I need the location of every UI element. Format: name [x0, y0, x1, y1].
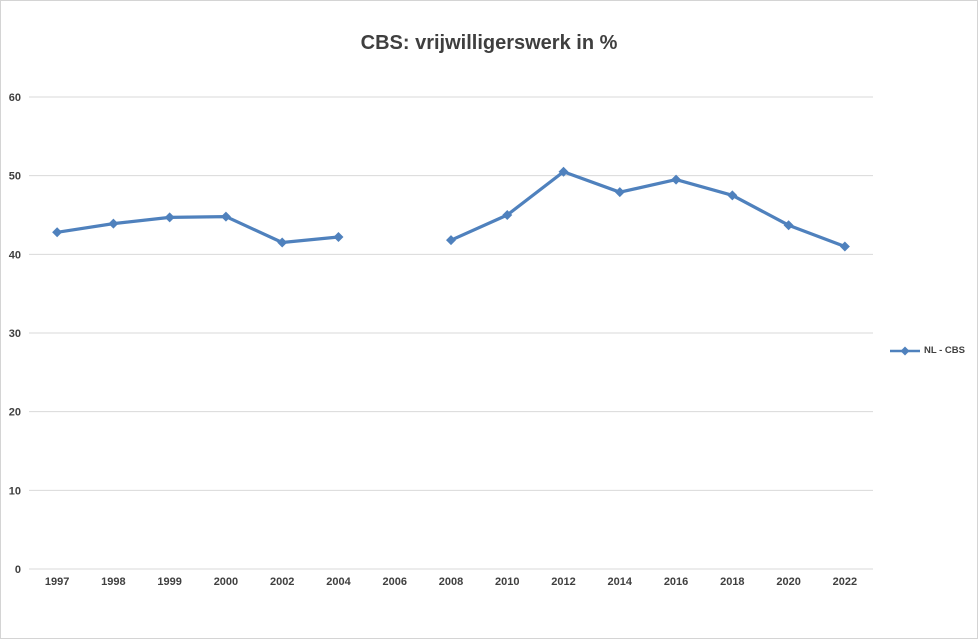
x-tick-label: 1999: [157, 576, 181, 588]
legend: NL - CBS: [890, 345, 965, 356]
x-tick-label: 2016: [664, 576, 688, 588]
x-tick-label: 2012: [551, 576, 575, 588]
x-tick-label: 2018: [720, 576, 744, 588]
data-point-marker: [502, 210, 513, 220]
x-tick-label: 1998: [101, 576, 125, 588]
chart-title: CBS: vrijwilligerswerk in %: [360, 32, 618, 54]
legend-label: NL - CBS: [924, 345, 965, 356]
x-tick-label: 1997: [45, 576, 69, 588]
data-point-marker: [220, 211, 231, 222]
x-tick-label: 2000: [214, 576, 238, 588]
data-point-marker: [839, 241, 850, 252]
data-point-marker: [783, 220, 794, 231]
series-line-segment: [55, 214, 341, 245]
data-point-marker: [727, 190, 738, 201]
y-tick-label: 30: [9, 328, 21, 340]
x-tick-label: 2010: [495, 576, 519, 588]
x-tick-label: 2008: [439, 576, 463, 588]
data-point-marker: [333, 232, 344, 243]
data-point-marker: [558, 166, 569, 177]
data-point-marker: [277, 237, 288, 248]
y-tick-label: 60: [9, 92, 21, 104]
series-line-segment: [449, 170, 847, 249]
x-tick-label: 2004: [326, 576, 351, 588]
y-tick-label: 0: [15, 564, 21, 576]
x-tick-label: 2022: [833, 576, 857, 588]
data-point-marker: [614, 187, 625, 198]
x-tick-label: 2020: [776, 576, 800, 588]
legend-line-marker-icon: [890, 346, 920, 355]
data-point-marker: [52, 227, 63, 238]
x-tick-label: 2014: [608, 576, 633, 588]
y-tick-label: 40: [9, 249, 21, 261]
data-point-marker: [671, 174, 682, 185]
x-tick-label: 2006: [382, 576, 406, 588]
x-tick-label: 2002: [270, 576, 294, 588]
y-tick-label: 20: [9, 407, 21, 419]
y-tick-label: 10: [9, 485, 21, 497]
data-point-marker: [446, 235, 456, 246]
data-point-marker: [108, 218, 119, 229]
data-point-marker: [164, 212, 175, 223]
y-tick-label: 50: [9, 171, 21, 183]
